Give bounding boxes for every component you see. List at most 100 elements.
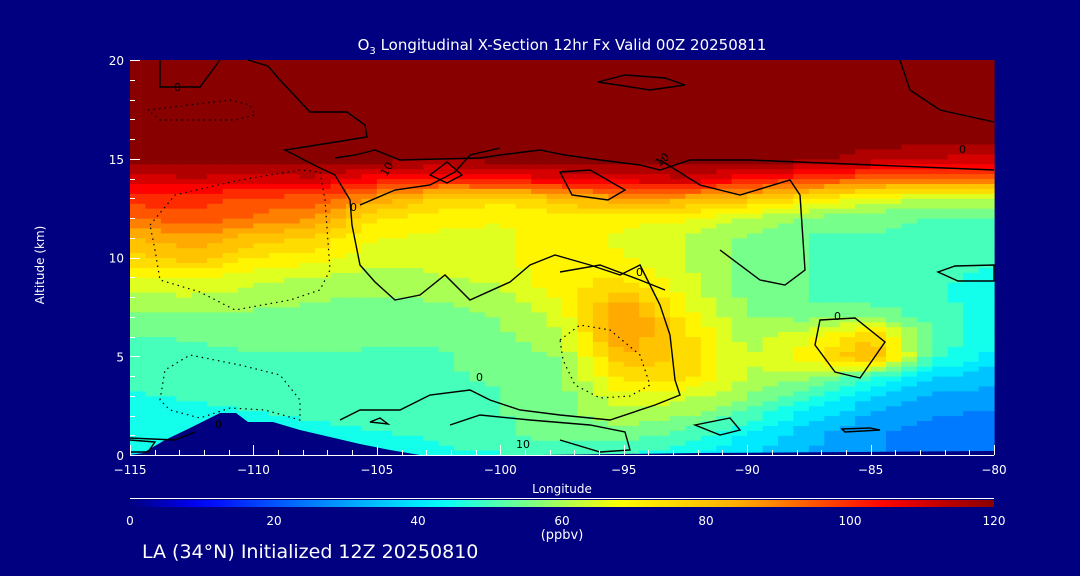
heatmap-cell [963, 203, 980, 209]
heatmap-cell [222, 247, 239, 254]
heatmap-cell [932, 311, 949, 318]
heatmap-cell [376, 430, 393, 436]
heatmap-cell [808, 425, 825, 431]
heatmap-cell [238, 267, 254, 273]
heatmap-cell [700, 222, 717, 229]
heatmap-cell [222, 262, 239, 268]
heatmap-cell [207, 410, 224, 417]
heatmap-cell [886, 143, 902, 150]
heatmap-cell [901, 252, 918, 259]
heatmap-cell [824, 99, 841, 105]
heatmap-cell [130, 356, 146, 362]
heatmap-cell [160, 178, 177, 184]
heatmap-cell [824, 297, 841, 303]
heatmap-cell [130, 450, 146, 456]
heatmap-cell [500, 134, 517, 140]
heatmap-cell [454, 208, 470, 214]
heatmap-cell [793, 153, 810, 160]
heatmap-cell [500, 114, 517, 120]
heatmap-cell [731, 237, 748, 244]
heatmap-cell [238, 297, 254, 303]
heatmap-cell [562, 222, 578, 229]
heatmap-cell [160, 218, 177, 224]
heatmap-cell [361, 193, 378, 199]
heatmap-cell [608, 173, 625, 180]
heatmap-cell [299, 400, 316, 407]
heatmap-cell [222, 351, 239, 357]
heatmap-cell [253, 69, 270, 76]
heatmap-cell [947, 385, 964, 392]
heatmap-cell [870, 341, 887, 347]
heatmap-cell [855, 430, 872, 436]
heatmap-cell [855, 385, 872, 392]
heatmap-cell [747, 60, 764, 66]
heatmap-cell [160, 331, 177, 338]
heatmap-cell [793, 79, 810, 86]
heatmap-cell [700, 425, 717, 431]
heatmap-cell [824, 109, 841, 115]
heatmap-cell [392, 316, 409, 323]
heatmap-cell [346, 153, 362, 160]
heatmap-cell [762, 405, 779, 412]
heatmap-cell [315, 193, 332, 199]
heatmap-cell [160, 134, 177, 140]
heatmap-cell [716, 109, 733, 115]
heatmap-cell [438, 331, 455, 338]
heatmap-cell [947, 89, 964, 96]
heatmap-cell [839, 400, 856, 407]
heatmap-cell [716, 94, 733, 101]
heatmap-cell [623, 237, 640, 244]
heatmap-cell [670, 183, 686, 189]
heatmap-cell [330, 99, 347, 105]
contour-label: 0 [350, 201, 357, 214]
heatmap-cell [685, 326, 702, 333]
heatmap-cell [423, 168, 440, 175]
heatmap-cell [654, 306, 671, 313]
heatmap-cell [130, 222, 146, 229]
heatmap-cell [207, 405, 224, 412]
heatmap-cell [608, 64, 625, 71]
heatmap-cell [639, 188, 656, 194]
heatmap-cell [500, 104, 517, 110]
heatmap-cell [978, 376, 995, 382]
heatmap-cell [839, 316, 856, 323]
heatmap-cell [978, 104, 995, 110]
heatmap-cell [716, 405, 733, 412]
heatmap-cell [253, 168, 270, 175]
heatmap-cell [376, 173, 393, 180]
heatmap-cell [700, 262, 717, 268]
heatmap-cell [284, 227, 301, 234]
heatmap-cell [407, 99, 424, 105]
heatmap-cell [500, 237, 517, 244]
heatmap-cell [438, 415, 455, 421]
heatmap-cell [562, 380, 578, 387]
heatmap-cell [222, 257, 239, 263]
heatmap-cell [238, 376, 254, 382]
heatmap-cell [191, 380, 208, 387]
heatmap-cell [747, 415, 764, 421]
heatmap-cell [685, 148, 702, 155]
heatmap-cell [361, 84, 378, 91]
heatmap-cell [130, 292, 146, 298]
heatmap-cell [762, 158, 779, 165]
heatmap-cell [963, 134, 980, 140]
heatmap-cell [423, 257, 440, 263]
heatmap-cell [700, 351, 717, 357]
heatmap-cell [700, 124, 717, 130]
x-tick-label: −95 [611, 463, 636, 477]
heatmap-cell [592, 242, 609, 249]
heatmap-cell [315, 380, 332, 387]
heatmap-cell [592, 134, 609, 140]
heatmap-cell [160, 213, 177, 219]
heatmap-cell [207, 198, 224, 204]
heatmap-cell [500, 361, 517, 367]
heatmap-cell [700, 114, 717, 120]
heatmap-cell [500, 306, 517, 313]
x-tick-label: −100 [484, 463, 517, 477]
heatmap-cell [654, 208, 671, 214]
heatmap-cell [500, 346, 517, 352]
heatmap-cell [685, 237, 702, 244]
heatmap-cell [423, 292, 440, 298]
heatmap-cell [808, 208, 825, 214]
heatmap-cell [700, 297, 717, 303]
